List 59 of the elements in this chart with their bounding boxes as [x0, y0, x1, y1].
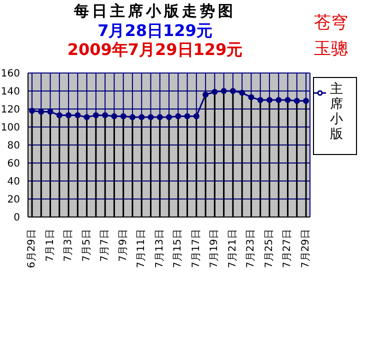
point — [56, 112, 62, 118]
x-tick-label: 7月15日 — [172, 229, 184, 268]
x-tick-label: 7月7日 — [100, 229, 111, 262]
point — [220, 88, 227, 94]
point — [303, 98, 309, 104]
point — [148, 114, 154, 120]
point — [120, 113, 126, 120]
x-tick-label: 7月3日 — [63, 229, 74, 262]
point — [84, 114, 90, 120]
x-tick-label: 7月11日 — [136, 229, 148, 268]
point — [184, 113, 190, 120]
point — [239, 90, 246, 96]
x-tick-label: 7月25日 — [264, 229, 275, 268]
x-tick-label: 7月27日 — [282, 229, 294, 268]
point — [74, 112, 81, 118]
point — [276, 97, 282, 103]
point — [175, 113, 182, 120]
point — [248, 94, 254, 100]
point — [294, 98, 300, 104]
y-tick-label: 0 — [14, 212, 20, 224]
x-tick-label: 7月23日 — [246, 229, 257, 268]
point — [166, 114, 172, 120]
chart-title: 每日主席小版走势图 — [73, 2, 237, 21]
x-tick-label: 7月1日 — [44, 229, 56, 262]
point — [284, 97, 291, 103]
y-tick-label: 140 — [0, 86, 20, 98]
point — [29, 108, 35, 114]
x-tick-label: 7月17日 — [190, 229, 202, 268]
point — [102, 112, 108, 118]
y-tick-label: 60 — [7, 158, 20, 170]
point — [156, 114, 163, 120]
point — [66, 112, 72, 118]
text: 苍穹玉骢 — [314, 12, 349, 61]
y-tick-label: 160 — [0, 68, 20, 80]
legend-label: 主席小版 — [330, 82, 344, 142]
point — [129, 114, 136, 120]
y-tick-label: 80 — [7, 140, 20, 152]
point — [193, 113, 200, 120]
point — [266, 97, 272, 103]
chart-subtitle: 7月28日129元 — [96, 21, 214, 40]
y-tick-label: 40 — [7, 176, 20, 188]
x-tick-label: 7月9日 — [118, 229, 129, 262]
point — [138, 114, 145, 120]
y-tick-label: 20 — [7, 194, 20, 206]
y-tick-label: 120 — [0, 104, 20, 116]
y-tick-label: 100 — [0, 122, 20, 134]
point — [92, 112, 99, 118]
x-tick-label: 6月29日 — [26, 229, 38, 268]
point — [212, 88, 218, 95]
x-tick-label: 7月29日 — [300, 229, 312, 268]
point — [202, 92, 209, 98]
x-tick-label: 7月19日 — [209, 229, 220, 268]
x-tick-label: 7月5日 — [81, 229, 92, 262]
point — [230, 88, 236, 94]
point — [111, 113, 118, 120]
x-tick-label: 7月13日 — [154, 229, 166, 268]
text: 2009年7月29日129元 — [66, 40, 244, 59]
point — [257, 97, 264, 103]
x-tick-label: 7月21日 — [227, 229, 238, 268]
